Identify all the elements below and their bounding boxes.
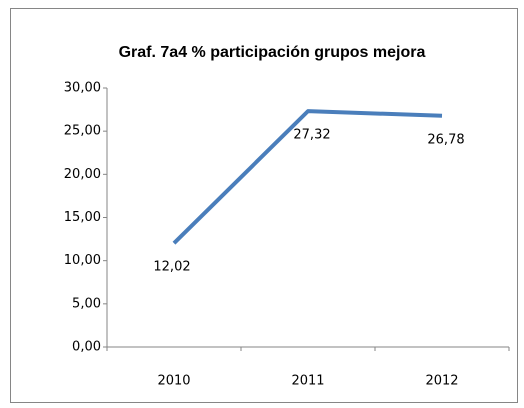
chart-frame xyxy=(10,8,518,403)
x-tick-label: 2010 xyxy=(157,374,190,389)
x-tick-label: 2012 xyxy=(425,374,458,389)
line xyxy=(172,109,443,245)
data-label: 12,02 xyxy=(153,260,190,275)
chart-title: Graf. 7a4 % participación grupos mejora xyxy=(119,44,426,61)
y-tick-label: 25,00 xyxy=(64,124,101,139)
x-tick-label: 2011 xyxy=(291,374,324,389)
y-tick-label: 10,00 xyxy=(64,253,101,268)
data-label: 27,32 xyxy=(293,128,330,143)
y-tick-label: 0,00 xyxy=(72,340,101,355)
data-label: 26,78 xyxy=(427,132,464,147)
y-tick-label: 30,00 xyxy=(64,81,101,96)
y-tick-label: 5,00 xyxy=(72,296,101,311)
y-tick-label: 15,00 xyxy=(64,210,101,225)
y-tick-label: 20,00 xyxy=(64,167,101,182)
